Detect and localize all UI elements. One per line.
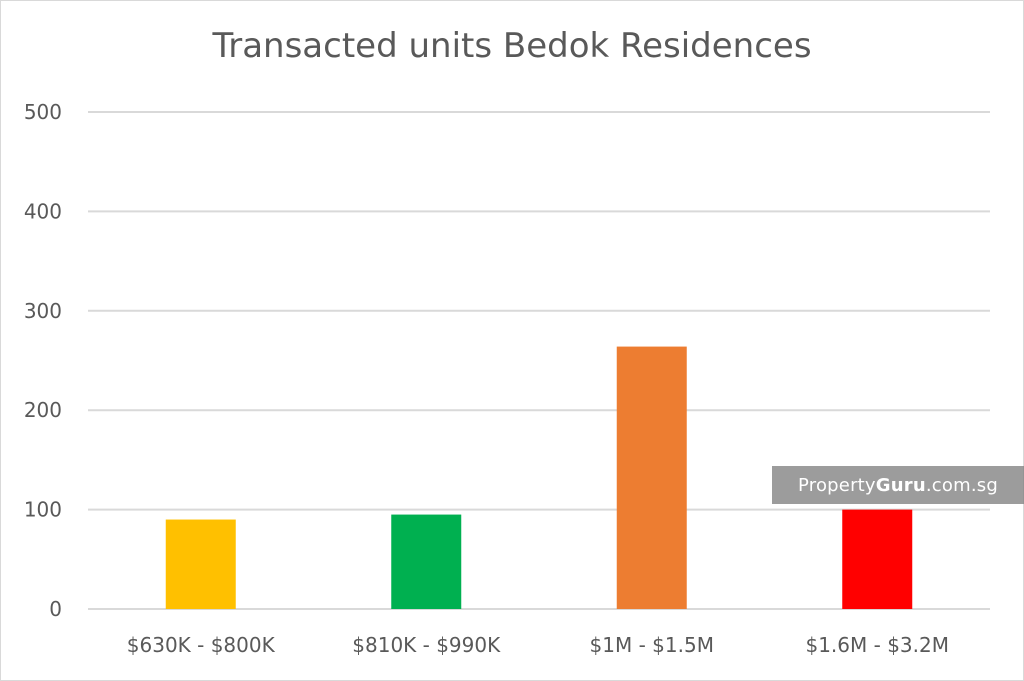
watermark-part-3: .com.sg <box>925 474 998 496</box>
x-tick-label: $810K - $990K <box>352 633 501 657</box>
watermark-part-2: Guru <box>875 474 926 496</box>
chart-title: Transacted units Bedok Residences <box>212 26 812 66</box>
propertyguru-watermark: Property Guru .com.sg <box>772 466 1024 504</box>
gridlines <box>88 111 990 610</box>
x-axis-ticks: $630K - $800K $810K - $990K $1M - $1.5M $1.… <box>127 633 949 657</box>
bar-1 <box>165 519 236 609</box>
watermark-part-1: Property <box>798 474 876 496</box>
x-tick-label: $1M - $1.5M <box>590 633 714 657</box>
bar-3 <box>616 346 687 609</box>
x-tick-label: $630K - $800K <box>127 633 276 657</box>
y-tick-label: 100 <box>24 498 62 522</box>
bars <box>165 346 913 609</box>
y-tick-label: 400 <box>24 199 62 223</box>
y-tick-label: 0 <box>49 597 62 621</box>
x-tick-label: $1.6M - $3.2M <box>805 633 949 657</box>
bar-2 <box>391 514 462 609</box>
y-tick-label: 200 <box>24 398 62 422</box>
y-axis-ticks: 0 100 200 300 400 500 <box>24 100 62 621</box>
y-tick-label: 300 <box>24 299 62 323</box>
y-tick-label: 500 <box>24 100 62 124</box>
bar-4 <box>842 509 913 609</box>
